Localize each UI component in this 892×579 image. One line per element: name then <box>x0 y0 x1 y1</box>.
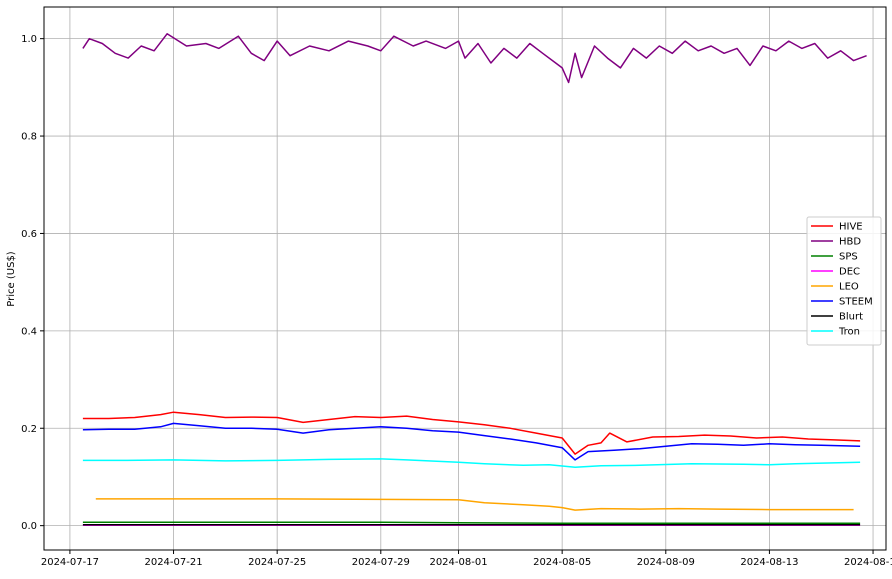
series-line-tron <box>82 458 861 468</box>
x-tick-label: 2024-07-29 <box>352 557 410 568</box>
x-tick-label: 2024-07-21 <box>144 557 202 568</box>
series-line-steem <box>82 422 861 461</box>
x-tick-label: 2024-07-17 <box>41 557 99 568</box>
legend-label: LEO <box>839 282 859 293</box>
legend-label: Blurt <box>839 312 863 323</box>
y-tick-label: 0.4 <box>21 326 37 337</box>
legend-label: Tron <box>838 327 860 338</box>
y-axis: 0.0 0.2 0.4 0.6 0.8 1.0 <box>21 34 44 532</box>
x-tick-label: 2024-08-13 <box>740 557 798 568</box>
x-axis: 2024-07-17 2024-07-21 2024-07-25 2024-07-29… <box>41 550 892 568</box>
y-tick-label: 1.0 <box>21 34 37 45</box>
y-tick-label: 0.0 <box>21 521 37 532</box>
x-tick-label: 2024-08-01 <box>429 557 487 568</box>
y-tick-label: 0.2 <box>21 424 37 435</box>
x-tick-label: 2024-08-09 <box>637 557 695 568</box>
x-tick-label: 2024-07-25 <box>248 557 306 568</box>
y-tick-label: 0.6 <box>21 229 37 240</box>
series-lines <box>82 33 867 526</box>
series-line-hbd <box>82 33 867 84</box>
x-tick-label: 2024-08-17 <box>844 557 892 568</box>
legend-label: STEEM <box>839 297 873 308</box>
series-line-hive <box>82 411 861 455</box>
series-line-leo <box>95 498 854 511</box>
legend-label: HBD <box>839 237 861 248</box>
legend-label: SPS <box>839 252 858 263</box>
x-tick-label: 2024-08-05 <box>533 557 591 568</box>
legend-label: DEC <box>839 267 860 278</box>
y-axis-label: Price (US$) <box>6 251 17 307</box>
legend-box <box>806 216 882 346</box>
y-tick-label: 0.8 <box>21 132 37 143</box>
grid-lines <box>44 7 886 550</box>
legend: HIVE HBD SPS DEC LEO STEEM Blurt Tron <box>806 216 882 346</box>
series-line-sps <box>82 521 861 524</box>
plot-frame <box>43 6 887 551</box>
legend-label: HIVE <box>839 222 863 233</box>
